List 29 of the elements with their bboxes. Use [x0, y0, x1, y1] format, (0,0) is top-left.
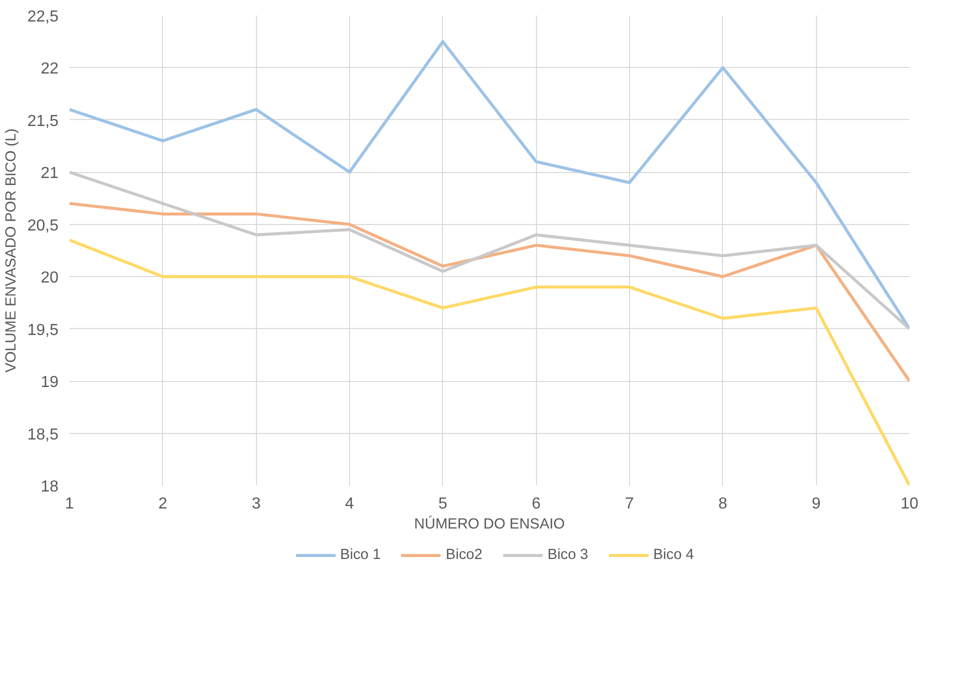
line-series	[70, 170, 910, 330]
x-tick-label: 8	[718, 496, 728, 512]
y-tick-label: 21,5	[27, 112, 59, 130]
legend-label: Bico2	[446, 547, 482, 563]
x-axis-title: NÚMERO DO ENSAIO	[414, 516, 565, 532]
y-tick-label: 18,5	[27, 426, 59, 444]
x-tick-label: 6	[532, 496, 541, 512]
y-tick-label: 19	[40, 374, 59, 392]
y-tick-label: 20	[40, 270, 59, 287]
x-tick-label: 4	[345, 496, 354, 512]
y-tick-label: 21	[40, 165, 59, 182]
legend-label: Bico 4	[653, 547, 694, 563]
y-tick-label: 18	[40, 478, 59, 496]
x-tick-label: 3	[252, 496, 261, 512]
y-tick-label: 20,5	[27, 217, 59, 234]
x-tick-label: 10	[900, 496, 918, 512]
x-tick-label: 7	[625, 496, 634, 512]
x-tick-label: 9	[812, 496, 821, 512]
y-tick-label: 19,5	[27, 322, 59, 339]
line-series	[70, 202, 910, 383]
line-series	[70, 238, 910, 486]
x-tick-label: 1	[65, 496, 74, 512]
y-tick-label: 22	[40, 60, 59, 78]
legend-label: Bico 3	[547, 547, 588, 563]
y-axis-title: VOLUME ENVASADO POR BICO (L)	[3, 128, 20, 373]
x-tick-label: 2	[158, 496, 168, 512]
legend-label: Bico 1	[340, 547, 381, 563]
y-tick-label: 22,5	[27, 8, 59, 26]
x-tick-label: 5	[438, 496, 448, 512]
